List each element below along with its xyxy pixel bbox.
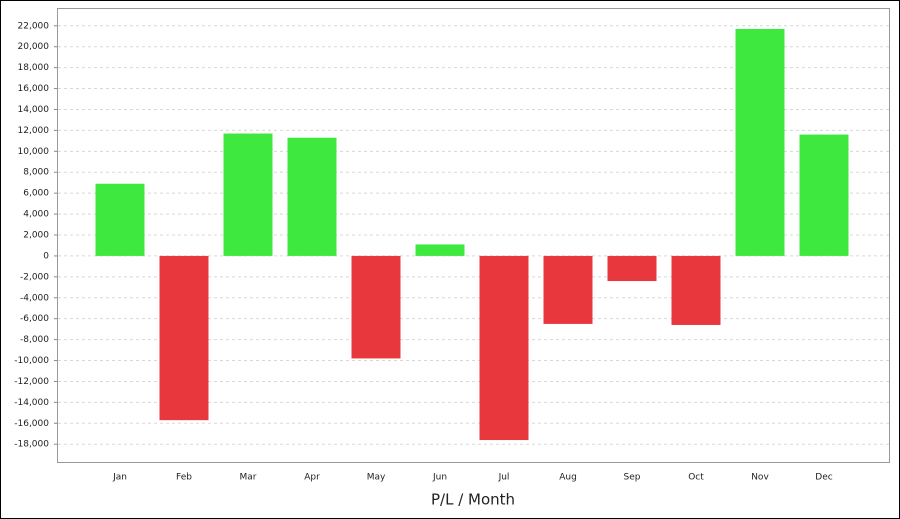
y-tick-label: -2,000	[20, 272, 49, 282]
y-tick-label: -16,000	[14, 419, 49, 429]
x-tick-label: Oct	[688, 473, 704, 483]
bar	[223, 133, 273, 256]
x-tick-label: May	[367, 473, 386, 483]
y-tick-label: 2,000	[23, 231, 49, 241]
bar	[735, 28, 785, 256]
x-tick-label: Jul	[498, 473, 510, 483]
bar	[351, 255, 401, 359]
y-tick-label: 18,000	[18, 63, 50, 73]
y-tick-label: -10,000	[14, 356, 49, 366]
y-tick-label: 4,000	[23, 210, 49, 220]
y-tick-label: 10,000	[18, 147, 50, 157]
y-tick-label: 16,000	[18, 84, 50, 94]
bar	[607, 255, 657, 282]
y-tick-label: -12,000	[14, 377, 49, 387]
bar	[159, 255, 209, 421]
bar	[287, 137, 337, 256]
bar	[95, 183, 145, 256]
x-tick-label: Nov	[751, 473, 769, 483]
bar	[671, 255, 721, 325]
bar	[799, 134, 849, 256]
x-tick-label: Sep	[624, 473, 641, 483]
y-tick-label: 6,000	[23, 189, 49, 199]
y-tick-label: 22,000	[18, 21, 50, 31]
y-tick-label: 8,000	[23, 168, 49, 178]
y-tick-label: 20,000	[18, 42, 50, 52]
bar	[543, 255, 593, 324]
x-tick-label: Apr	[304, 473, 320, 483]
x-tick-label: Mar	[240, 473, 257, 483]
x-tick-label: Jan	[112, 473, 127, 483]
y-tick-label: 0	[43, 251, 49, 261]
x-tick-label: Jun	[432, 473, 447, 483]
x-tick-label: Dec	[815, 473, 832, 483]
x-axis-label: P/L / Month	[431, 491, 515, 509]
y-tick-label: 14,000	[18, 105, 50, 115]
y-tick-label: -4,000	[20, 293, 49, 303]
y-tick-label: -18,000	[14, 440, 49, 450]
y-tick-label: -6,000	[20, 314, 49, 324]
y-tick-label: -8,000	[20, 335, 49, 345]
x-tick-label: Feb	[176, 473, 192, 483]
bar	[415, 244, 465, 256]
bar	[479, 255, 529, 441]
y-tick-label: 12,000	[18, 126, 50, 136]
y-tick-label: -14,000	[14, 398, 49, 408]
x-tick-label: Aug	[559, 473, 577, 483]
